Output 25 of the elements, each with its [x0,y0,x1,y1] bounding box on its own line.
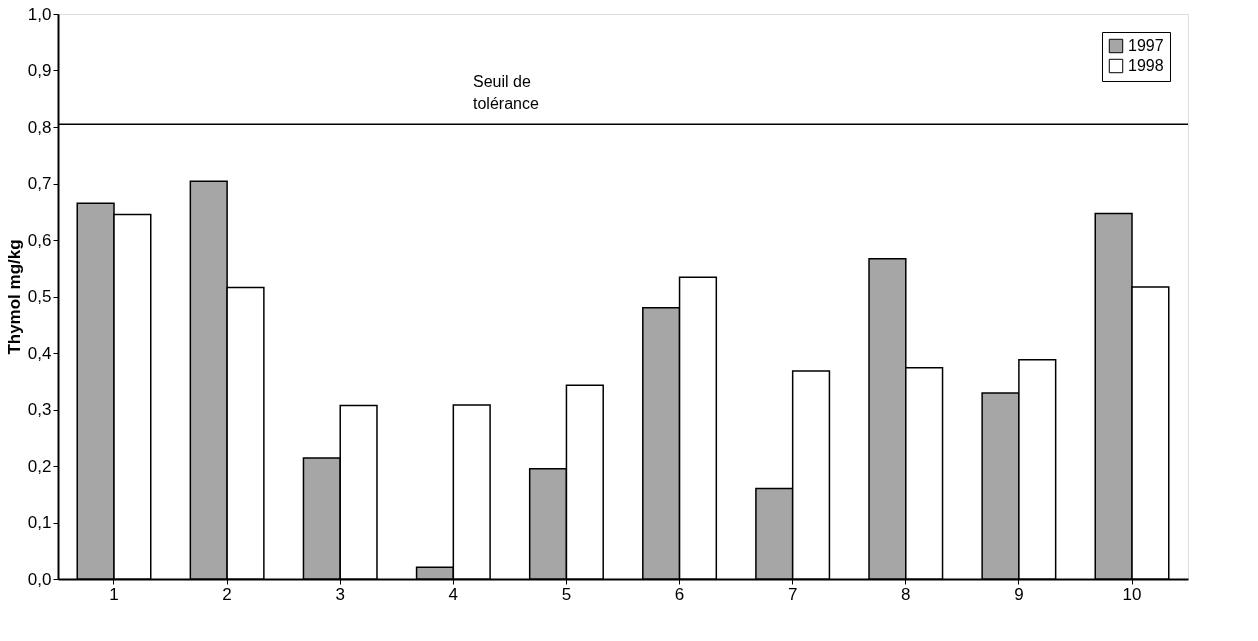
x-tick-label: 8 [901,584,911,604]
y-tick-label: 1,0 [27,4,52,24]
x-tick-label: 4 [448,584,459,604]
y-axis-title: Thymol mg/kg [4,239,24,355]
x-tick-label: 1 [109,584,119,604]
y-tick-label: 0,4 [27,343,52,363]
legend-label: 1998 [1128,57,1164,74]
y-tick-label: 0,0 [27,569,52,589]
legend-label: 1997 [1128,37,1164,54]
y-tick-label: 0,1 [27,513,52,532]
x-tick-label: 5 [561,584,572,604]
y-tick-label: 0,5 [27,287,52,306]
x-tick-label: 10 [1122,584,1142,604]
x-tick-label: 7 [787,584,798,604]
y-tick-label: 0,8 [27,117,52,137]
y-tick-label: 0,6 [27,230,52,250]
y-tick-label: 0,3 [27,400,52,419]
ref-line-label: Seuil de tolérance [473,73,539,113]
x-tick-label: 9 [1014,584,1024,604]
y-tick-label: 0,2 [27,456,52,476]
x-tick-label: 3 [335,584,345,604]
y-tick-label: 0,9 [27,61,52,80]
y-tick-label: 0,7 [27,174,52,193]
x-tick-label: 6 [674,584,685,604]
x-tick-label: 2 [222,584,232,604]
